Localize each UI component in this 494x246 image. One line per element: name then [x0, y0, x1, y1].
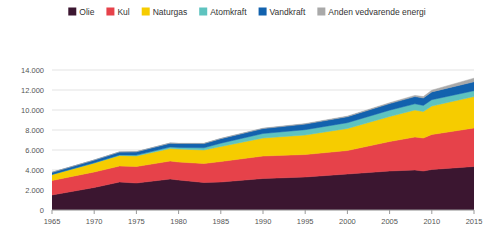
x-tick-label: 1995: [297, 217, 314, 226]
legend-label: Naturgas: [153, 7, 188, 17]
x-tick-label: 2010: [423, 217, 440, 226]
x-tick: [52, 210, 53, 214]
x-tick-label: 1975: [128, 217, 145, 226]
y-tick-label: 6.000: [25, 146, 44, 155]
x-tick: [431, 210, 432, 214]
legend-swatch: [259, 8, 267, 16]
x-tick: [178, 210, 179, 214]
area: [52, 78, 474, 172]
legend-swatch: [106, 8, 114, 16]
plot-area: [52, 78, 474, 210]
y-tick-label: 10.000: [21, 106, 44, 115]
x-tick-label: 1985: [212, 217, 229, 226]
legend-swatch: [199, 8, 207, 16]
y-tick-label: 0: [40, 206, 44, 215]
grid-line: [52, 70, 474, 71]
x-tick-label: 1965: [44, 217, 61, 226]
x-tick: [94, 210, 95, 214]
x-tick: [389, 210, 390, 214]
x-tick: [474, 210, 475, 214]
legend-swatch: [68, 8, 76, 16]
x-tick: [305, 210, 306, 214]
y-tick-label: 4.000: [25, 166, 44, 175]
legend-label: Atomkraft: [210, 7, 247, 17]
x-tick-label: 2015: [466, 217, 483, 226]
legend-label: Kul: [117, 7, 129, 17]
x-tick-label: 2005: [381, 217, 398, 226]
x-tick-label: 1970: [86, 217, 103, 226]
x-tick: [263, 210, 264, 214]
y-tick-label: 8.000: [25, 126, 44, 135]
y-tick-label: 14.000: [21, 66, 44, 75]
legend-label: Anden vedvarende energi: [328, 7, 425, 17]
y-tick-label: 2.000: [25, 186, 44, 195]
grid-line: [52, 90, 474, 91]
legend: Olie Kul Naturgas Atomkraft Vandkraft Anden v…: [68, 7, 426, 17]
y-tick-label: 12.000: [21, 86, 44, 95]
x-tick-label: 1980: [170, 217, 187, 226]
legend-swatch: [317, 8, 325, 16]
legend-swatch: [142, 8, 150, 16]
x-tick-label: 1990: [255, 217, 272, 226]
x-tick: [347, 210, 348, 214]
legend-label: Vandkraft: [270, 7, 306, 17]
x-tick: [220, 210, 221, 214]
x-tick-label: 2000: [339, 217, 356, 226]
x-tick: [136, 210, 137, 214]
legend-label: Olie: [79, 7, 94, 17]
chart: 0 2.000 4.000 6.000 8.000 10.000 12.000 14.000 1…: [0, 0, 494, 246]
